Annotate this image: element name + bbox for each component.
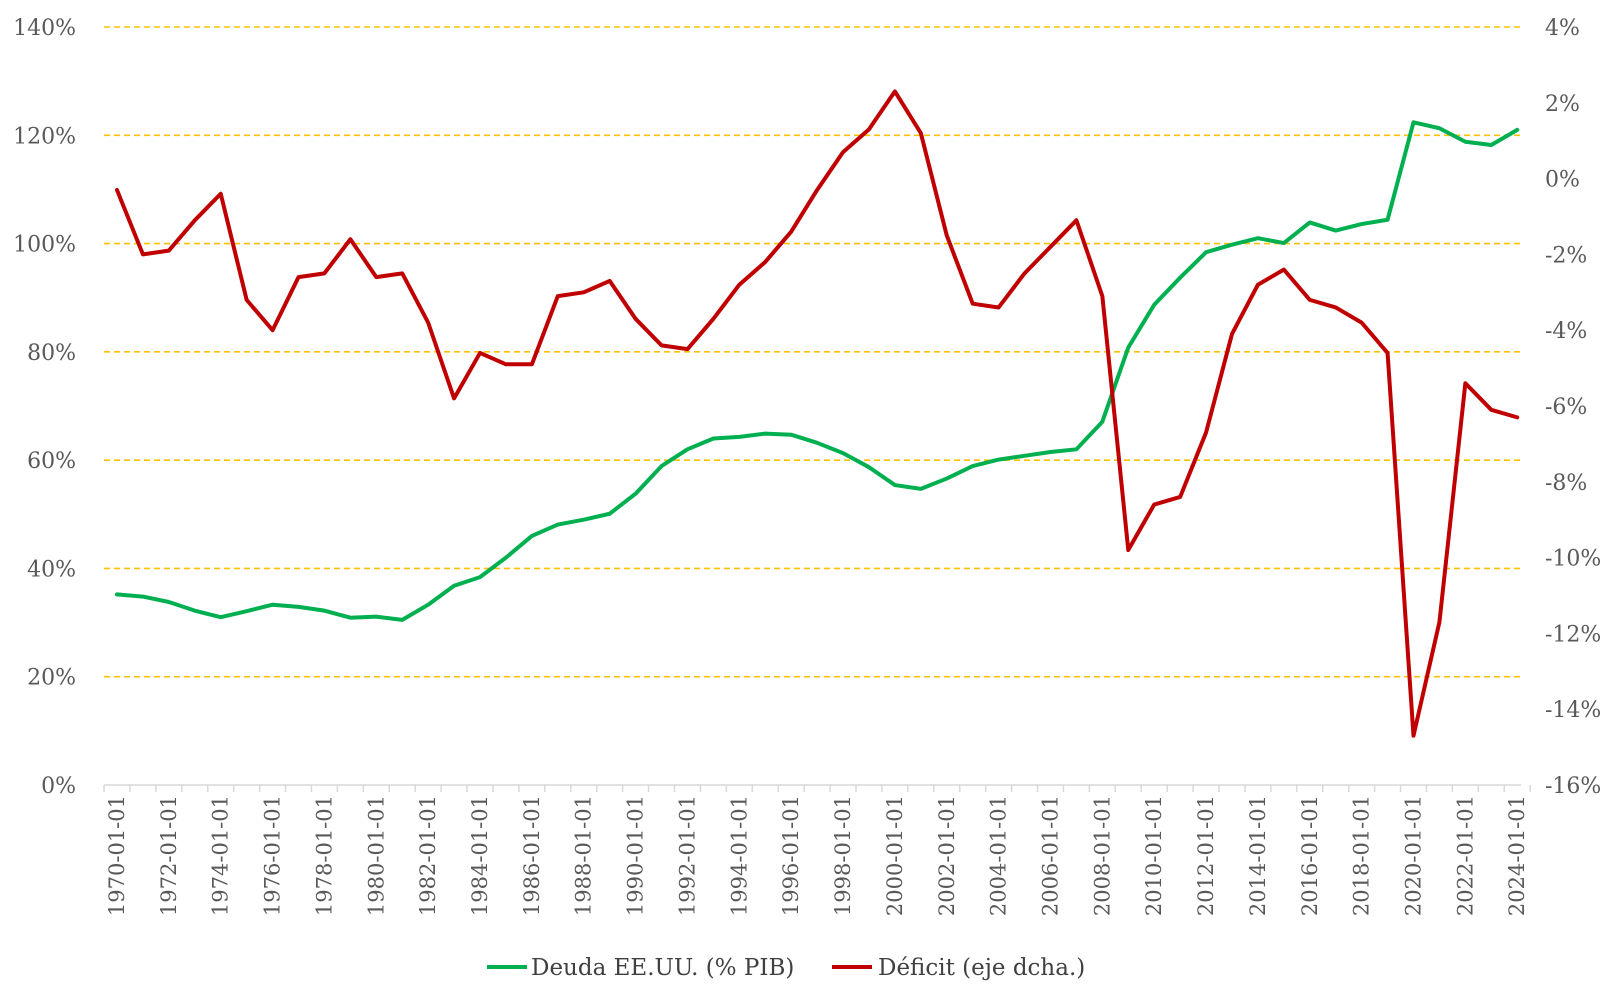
axes: 0% 20% 40% 60% 80% 100% 120% 140% -16% -14% -12% -1… — [13, 16, 1601, 916]
y-right-tick-label: 4% — [1545, 16, 1580, 41]
y-right-tick-label: -2% — [1545, 243, 1587, 268]
y-left-tick-label: 40% — [27, 557, 76, 582]
x-tick-label: 2002-01-01 — [935, 795, 959, 916]
series-line-1 — [115, 120, 1520, 622]
x-tick-label: 1970-01-01 — [105, 795, 129, 916]
y-right-tick-label: -8% — [1545, 471, 1587, 496]
y-left-tick-label: 140% — [13, 16, 76, 41]
x-tick-label: 2006-01-01 — [1038, 795, 1062, 916]
y-right-tick-label: -4% — [1545, 319, 1587, 344]
x-tick-label: 2016-01-01 — [1298, 795, 1322, 916]
x-tick-label: 1978-01-01 — [312, 795, 336, 916]
series — [115, 89, 1520, 738]
x-tick-label: 2000-01-01 — [883, 795, 907, 916]
x-tick-label: 1990-01-01 — [624, 795, 648, 916]
y-left-tick-label: 60% — [27, 449, 76, 474]
grid — [104, 26, 1521, 678]
y-left-tick-label: 80% — [27, 341, 76, 366]
x-tick-label: 2022-01-01 — [1453, 795, 1477, 916]
x-tick-label: 2004-01-01 — [987, 795, 1011, 916]
y-left-tick-label: 0% — [41, 774, 76, 799]
x-tick-label: 2014-01-01 — [1246, 795, 1270, 916]
y-right-tick-label: -16% — [1545, 774, 1601, 799]
x-tick-label: 1988-01-01 — [572, 795, 596, 916]
y-right-tick-label: -14% — [1545, 698, 1601, 723]
x-tick-label: 2024-01-01 — [1505, 795, 1529, 916]
y-left-tick-label: 100% — [13, 233, 76, 258]
y-right-tick-label: -6% — [1545, 395, 1587, 420]
x-tick-label: 1984-01-01 — [468, 795, 492, 916]
y-right-tick-label: 0% — [1545, 168, 1580, 193]
x-tick-label: 1980-01-01 — [364, 795, 388, 916]
x-tick-label: 1998-01-01 — [831, 795, 855, 916]
y-right-tick-label: 2% — [1545, 92, 1580, 117]
x-tick-label: 1982-01-01 — [416, 795, 440, 916]
x-tick-label: 1972-01-01 — [157, 795, 181, 916]
y-left-tick-label: 120% — [13, 124, 76, 149]
x-tick-label: 1974-01-01 — [209, 795, 233, 916]
y-right-tick-label: -10% — [1545, 547, 1601, 572]
legend-label: Déficit (eje dcha.) — [878, 955, 1085, 981]
x-tick-label: 1992-01-01 — [675, 795, 699, 916]
x-tick-label: 2018-01-01 — [1350, 795, 1374, 916]
x-tick-label: 1996-01-01 — [779, 795, 803, 916]
series-line-2 — [115, 89, 1520, 738]
x-tick-label: 1986-01-01 — [520, 795, 544, 916]
x-tick-label: 1976-01-01 — [261, 795, 285, 916]
y-left-tick-label: 20% — [27, 666, 76, 691]
x-tick-label: 2020-01-01 — [1402, 795, 1426, 916]
legend-label: Deuda EE.UU. (% PIB) — [531, 955, 794, 981]
x-tick-label: 2012-01-01 — [1194, 795, 1218, 916]
legend: Deuda EE.UU. (% PIB) Déficit (eje dcha.) — [487, 955, 1085, 981]
x-tick-label: 2008-01-01 — [1090, 795, 1114, 916]
x-tick-label: 2010-01-01 — [1142, 795, 1166, 916]
y-right-tick-label: -12% — [1545, 622, 1601, 647]
x-tick-label: 1994-01-01 — [727, 795, 751, 916]
